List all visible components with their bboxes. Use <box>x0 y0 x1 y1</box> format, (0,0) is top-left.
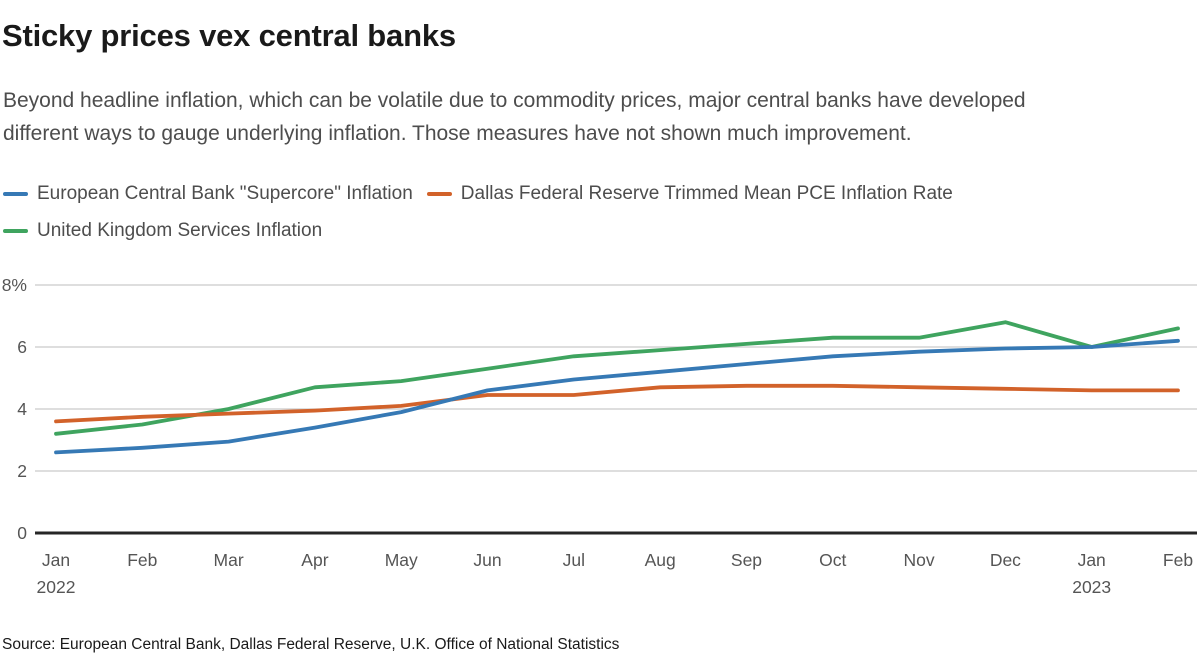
legend-swatch-dallas-fed-trimmed-mean <box>426 192 452 196</box>
y-tick-label: 6 <box>17 337 27 357</box>
legend-row-2: United Kingdom Services Inflation <box>3 220 953 242</box>
x-tick-label: Aug <box>645 550 676 570</box>
series-line <box>54 320 1180 436</box>
x-tick-label: Oct <box>819 550 846 570</box>
series-line <box>54 383 1180 424</box>
x-tick-label: Jan <box>42 550 70 570</box>
legend-swatch-ecb-supercore <box>3 192 28 196</box>
x-tick-label: Feb <box>127 550 157 570</box>
legend-item-uk-services: United Kingdom Services Inflation <box>3 220 322 242</box>
chart-subtitle: Beyond headline inflation, which can be … <box>3 84 1026 150</box>
legend-item-ecb-supercore: European Central Bank "Supercore" Inflat… <box>3 183 413 205</box>
subtitle-line-2: different ways to gauge underlying infla… <box>3 122 912 145</box>
legend-label-uk-services: United Kingdom Services Inflation <box>37 220 323 241</box>
x-tick-label: May <box>385 550 418 570</box>
y-tick-label: 4 <box>17 399 27 419</box>
x-tick-label: Apr <box>301 550 328 570</box>
legend-label-ecb-supercore: European Central Bank "Supercore" Inflat… <box>37 183 413 204</box>
x-tick-label: Jul <box>563 550 585 570</box>
x-tick-label: Dec <box>990 550 1021 570</box>
y-tick-label: 2 <box>17 461 27 481</box>
x-tick-label: Nov <box>904 550 935 570</box>
subtitle-line-1: Beyond headline inflation, which can be … <box>3 89 1026 112</box>
x-tick-label: Jun <box>473 550 501 570</box>
chart-legend: European Central Bank "Supercore" Inflat… <box>3 183 953 242</box>
legend-label-dallas-fed-trimmed-mean: Dallas Federal Reserve Trimmed Mean PCE … <box>460 183 953 204</box>
x-tick-label: Sep <box>731 550 762 570</box>
legend-item-dallas-fed-trimmed-mean: Dallas Federal Reserve Trimmed Mean PCE … <box>426 183 953 205</box>
y-tick-label: 0 <box>17 523 27 543</box>
x-tick-label: Jan <box>1078 550 1106 570</box>
x-year-label: 2022 <box>37 577 76 597</box>
legend-swatch-uk-services <box>3 229 28 233</box>
series-line <box>54 338 1180 455</box>
x-tick-label: Feb <box>1163 550 1193 570</box>
source-note: Source: European Central Bank, Dallas Fe… <box>2 636 620 653</box>
x-year-label: 2023 <box>1072 577 1111 597</box>
y-tick-label: 8% <box>2 275 27 295</box>
page-title: Sticky prices vex central banks <box>2 18 456 53</box>
legend-row-1: European Central Bank "Supercore" Inflat… <box>3 183 953 205</box>
x-tick-label: Mar <box>214 550 244 570</box>
inflation-line-chart: 0 2 4 6 8% Jan Feb Mar Apr May Jun Jul Aug Sep Oct Nov D… <box>2 275 1197 597</box>
